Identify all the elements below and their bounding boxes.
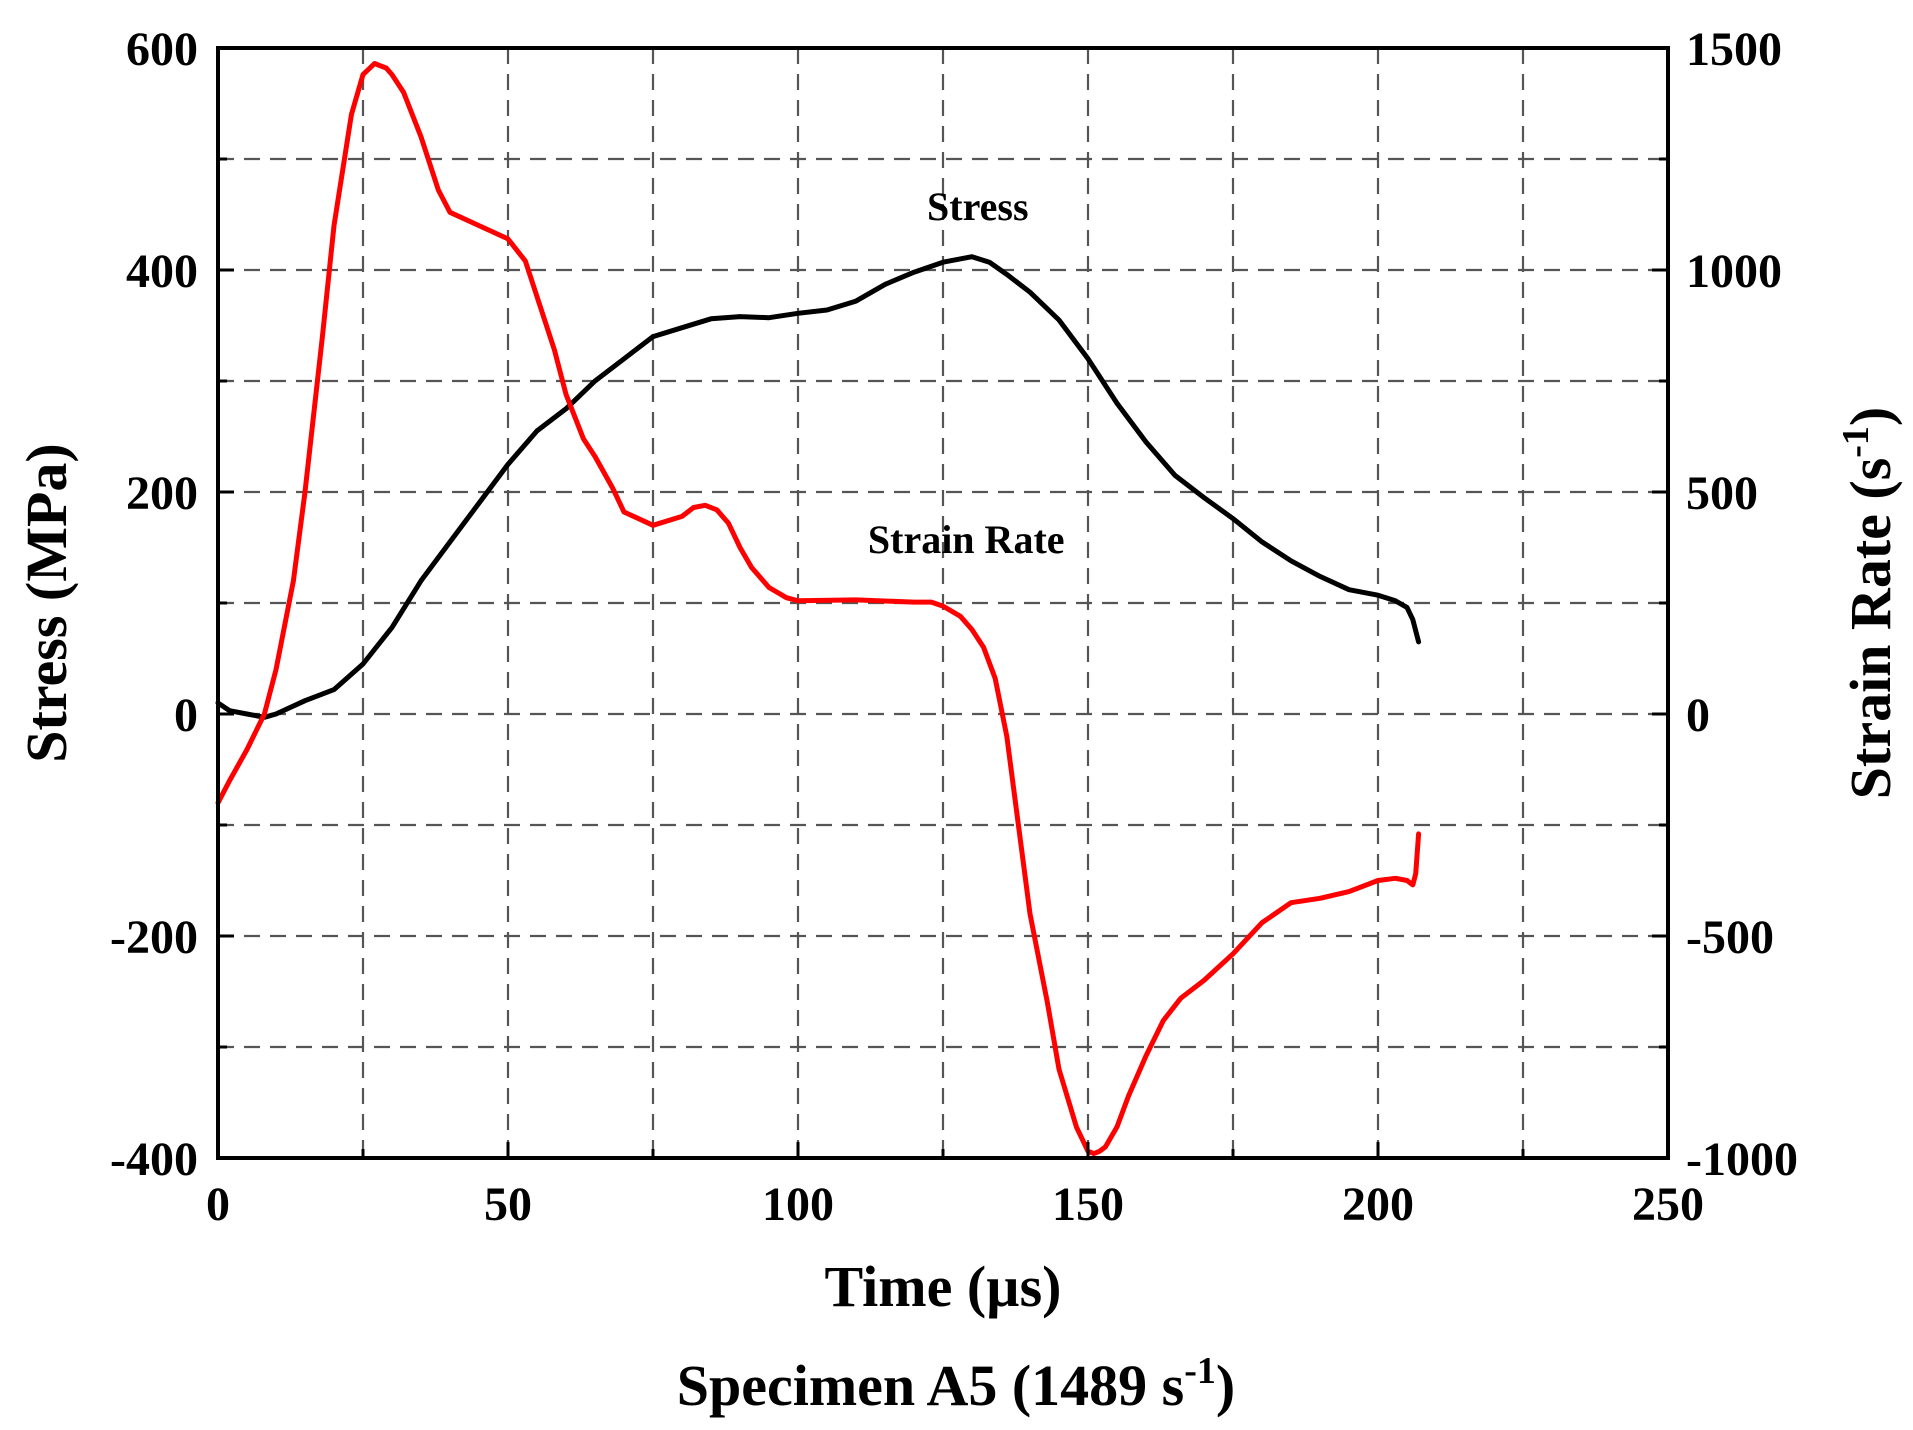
figure-caption: Specimen A5 (1489 s-1) <box>677 1350 1235 1418</box>
strain-rate-line <box>215 61 1422 1157</box>
axis-ticks <box>216 46 1670 1160</box>
stress-line <box>215 254 1422 720</box>
figure-caption-sup: -1 <box>1184 1350 1216 1392</box>
y-tick-label: 400 <box>126 245 198 298</box>
y2-axis-label-end: ) <box>1838 407 1903 426</box>
y2-axis-label-text: Strain Rate (s <box>1838 458 1903 800</box>
y-tick-label: -400 <box>110 1133 198 1186</box>
y2-tick-label: 500 <box>1686 467 1758 520</box>
y-tick-label: 600 <box>126 23 198 76</box>
strain-rate-series-label: Strain Rate <box>868 517 1065 562</box>
y2-tick-label: 1500 <box>1686 23 1782 76</box>
x-tick-label: 50 <box>484 1178 532 1231</box>
y2-tick-label: 1000 <box>1686 245 1782 298</box>
x-tick-label: 250 <box>1632 1178 1704 1231</box>
y2-tick-label: -1000 <box>1686 1133 1798 1186</box>
plot-series <box>215 61 1422 1157</box>
x-tick-label: 200 <box>1342 1178 1414 1231</box>
y-axis-label: Stress (MPa) <box>14 443 79 762</box>
figure-caption-text: Specimen A5 (1489 s <box>677 1353 1185 1418</box>
x-axis-label: Time (µs) <box>825 1254 1062 1319</box>
y2-axis-label: Strain Rate (s-1) <box>1835 407 1903 800</box>
y2-tick-label: -500 <box>1686 911 1774 964</box>
tick-labels: 0 50 100 150 200 250 -400 -200 0 200 400 600 -1000 -5… <box>110 23 1798 1231</box>
grid <box>218 48 1668 1158</box>
y-tick-label: 0 <box>174 689 198 742</box>
y-tick-label: -200 <box>110 911 198 964</box>
y2-axis-label-sup: -1 <box>1835 426 1877 458</box>
x-tick-label: 150 <box>1052 1178 1124 1231</box>
y2-tick-label: 0 <box>1686 689 1710 742</box>
x-tick-label: 100 <box>762 1178 834 1231</box>
stress-series-label: Stress <box>927 184 1028 229</box>
x-tick-label: 0 <box>206 1178 230 1231</box>
figure-caption-end: ) <box>1216 1353 1235 1418</box>
y-tick-label: 200 <box>126 467 198 520</box>
